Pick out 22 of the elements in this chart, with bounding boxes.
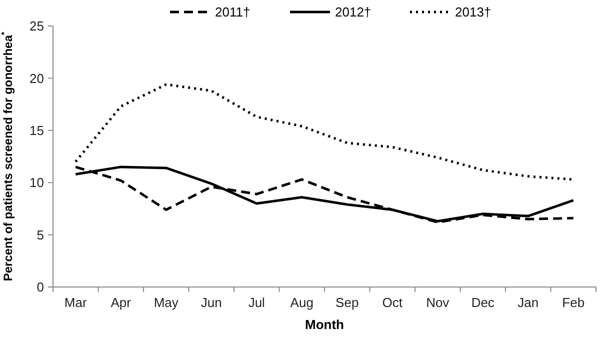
y-tick-label: 10 (30, 175, 44, 190)
x-tick-label: Jan (518, 295, 539, 310)
x-tick-label: Sep (336, 295, 359, 310)
x-tick-label: Aug (290, 295, 314, 310)
x-tick-label: Feb (562, 295, 585, 310)
y-tick-label: 15 (30, 122, 44, 138)
x-axis-title: Month (305, 317, 344, 332)
y-tick-label: 5 (36, 227, 44, 242)
x-tick-label: Nov (426, 295, 450, 310)
legend-label: 2012† (335, 4, 372, 20)
x-tick-label: Mar (64, 295, 88, 310)
x-tick-label: Apr (110, 295, 132, 310)
y-tick-label: 0 (36, 280, 44, 295)
x-tick-label: Dec (471, 295, 495, 310)
x-tick-label: Jun (200, 295, 222, 310)
legend-label: 2011† (215, 4, 250, 20)
y-tick-label: 25 (30, 18, 44, 34)
y-tick-label: 20 (30, 70, 44, 86)
x-tick-label: Oct (382, 295, 403, 310)
x-tick-label: May (154, 295, 179, 310)
x-tick-label: Jul (248, 295, 266, 310)
legend-label: 2013† (455, 4, 492, 20)
